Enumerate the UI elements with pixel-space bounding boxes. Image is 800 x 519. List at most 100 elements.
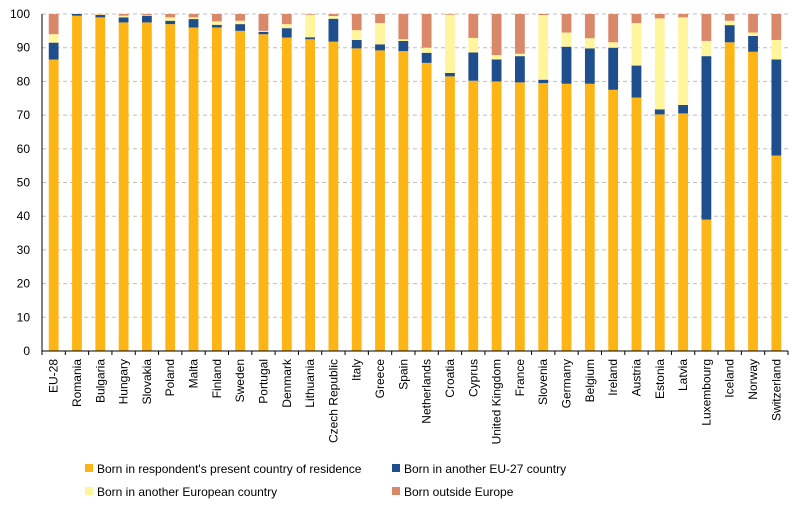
- bar-segment: [329, 19, 339, 42]
- bar-segment: [282, 28, 292, 37]
- bar-segment: [165, 24, 175, 351]
- x-tick-label: Czech Republic: [326, 359, 340, 443]
- bar-segment: [725, 21, 735, 25]
- y-tick-label: 100: [10, 7, 30, 21]
- bar-segment: [655, 18, 665, 109]
- bar-segment: [142, 15, 152, 16]
- bar-segment: [212, 14, 222, 21]
- bar-segment: [725, 14, 735, 21]
- x-tick-label: Cyprus: [466, 359, 480, 397]
- bar-segment: [725, 42, 735, 351]
- bar-segment: [608, 48, 618, 90]
- bar-segment: [189, 19, 199, 27]
- bar-segment: [212, 21, 222, 24]
- x-tick-label: EU-28: [47, 359, 61, 393]
- bar-segment: [608, 42, 618, 47]
- bar-segment: [538, 83, 548, 351]
- x-tick-label: Hungary: [117, 359, 131, 404]
- bar-segment: [95, 15, 105, 17]
- bar-segment: [119, 22, 129, 351]
- bar-segment: [445, 15, 455, 73]
- bar-segment: [562, 84, 572, 351]
- x-tick-label: Sweden: [233, 359, 247, 402]
- x-tick-label: Poland: [163, 359, 177, 396]
- x-tick-label: Denmark: [280, 358, 294, 408]
- bar-segment: [72, 14, 82, 16]
- bar-segment: [702, 220, 712, 351]
- bar-segment: [352, 30, 362, 40]
- bar-segment: [235, 24, 245, 31]
- bar-segment: [562, 47, 572, 84]
- x-tick-label: United Kingdom: [490, 359, 504, 444]
- bar-segment: [422, 63, 432, 351]
- x-tick-label: Malta: [187, 359, 201, 389]
- legend-swatch: [85, 464, 93, 472]
- x-tick-label: Latvia: [676, 359, 690, 391]
- bar-segment: [375, 14, 385, 23]
- bar-segment: [259, 34, 269, 351]
- bar-segment: [72, 16, 82, 351]
- bar-segment: [305, 37, 315, 39]
- bar-segment: [538, 14, 548, 15]
- legend-label: Born in respondent's present country of …: [97, 462, 362, 476]
- bar-segment: [119, 17, 129, 22]
- bar-segment: [352, 40, 362, 48]
- bar-segment: [538, 80, 548, 83]
- bar-segment: [515, 82, 525, 351]
- bar-segment: [398, 39, 408, 41]
- bar-segment: [422, 48, 432, 53]
- bar-segment: [49, 43, 59, 60]
- x-tick-label: Austria: [629, 359, 643, 397]
- bar-segment: [119, 14, 129, 16]
- bar-segment: [678, 113, 688, 351]
- y-tick-label: 10: [17, 310, 31, 324]
- bar-segment: [329, 42, 339, 351]
- bar-segment: [515, 14, 525, 54]
- bar-segment: [632, 98, 642, 351]
- bar-segment: [748, 14, 758, 33]
- y-tick-label: 30: [17, 243, 31, 257]
- legend-label: Born in another European country: [97, 485, 277, 499]
- bar-segment: [632, 66, 642, 98]
- bar-segment: [702, 56, 712, 219]
- bar-segment: [165, 17, 175, 20]
- bar-segment: [748, 36, 758, 52]
- x-tick-label: Estonia: [653, 359, 667, 399]
- bar-segment: [165, 14, 175, 17]
- x-tick-label: Finland: [210, 359, 224, 398]
- x-tick-label: Croatia: [443, 359, 457, 398]
- legend-label: Born outside Europe: [404, 485, 514, 499]
- bar-segment: [259, 32, 269, 34]
- bar-segment: [585, 38, 595, 48]
- bar-segment: [189, 14, 199, 17]
- bar-segment: [329, 14, 339, 16]
- x-tick-label: Italy: [350, 359, 364, 381]
- x-tick-label: Romania: [70, 359, 84, 407]
- bar-segment: [492, 14, 502, 55]
- bar-segment: [445, 76, 455, 351]
- bar-segment: [468, 81, 478, 351]
- x-tick-label: Germany: [560, 359, 574, 408]
- bar-segment: [49, 14, 59, 34]
- x-tick-label: France: [513, 359, 527, 397]
- bar-segment: [702, 14, 712, 41]
- bar-segment: [375, 50, 385, 351]
- bar-segment: [515, 54, 525, 56]
- legend-swatch: [392, 464, 400, 472]
- bar-segment: [212, 25, 222, 28]
- bar-segment: [235, 21, 245, 24]
- y-tick-label: 50: [17, 176, 31, 190]
- bar-segment: [655, 109, 665, 114]
- bar-segment: [375, 44, 385, 50]
- y-tick-label: 0: [23, 344, 30, 358]
- y-tick-label: 80: [17, 74, 31, 88]
- x-tick-label: Norway: [746, 359, 760, 400]
- bar-segment: [492, 81, 502, 351]
- bar-segment: [468, 52, 478, 80]
- x-tick-label: Iceland: [723, 359, 737, 398]
- bar-segment: [585, 84, 595, 351]
- bar-segment: [142, 22, 152, 351]
- bar-segment: [562, 14, 572, 33]
- bar-segment: [119, 16, 129, 18]
- bar-segment: [771, 156, 781, 351]
